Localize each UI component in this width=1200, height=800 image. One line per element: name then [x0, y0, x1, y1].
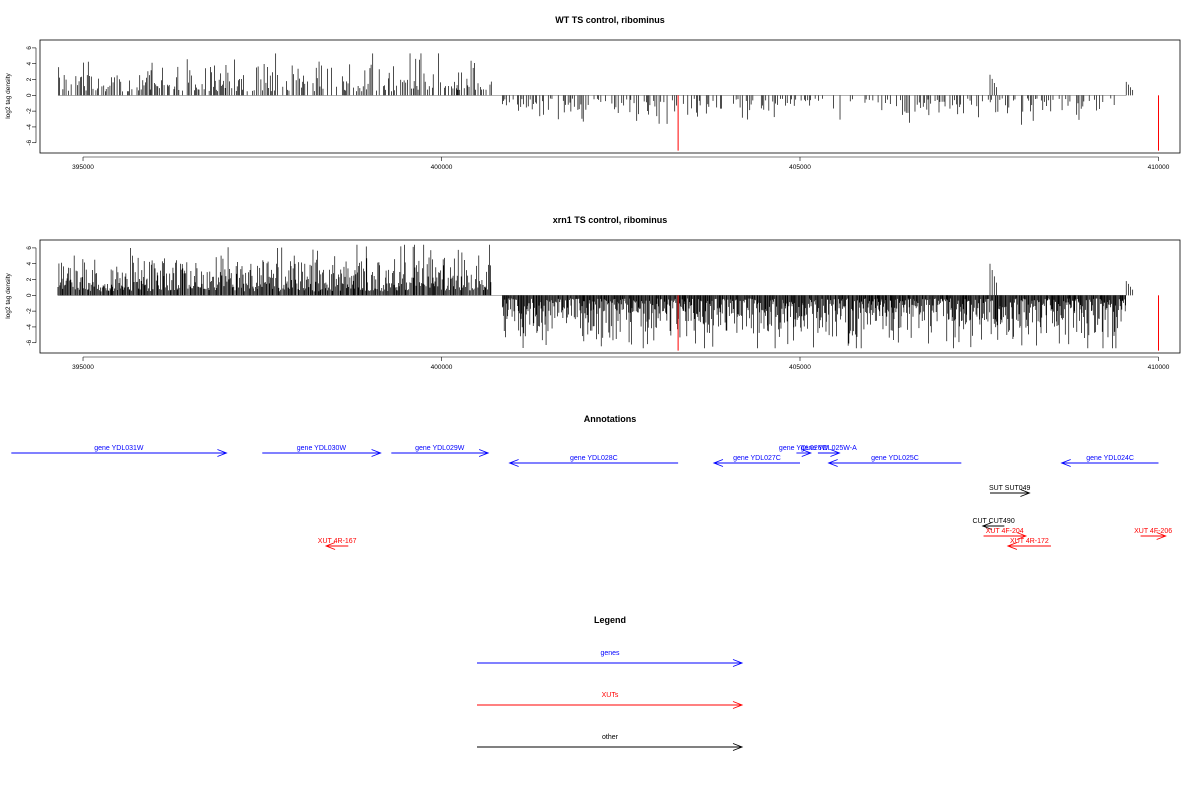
bar-layer [57, 244, 1159, 351]
x-axis: 395000 400000 405000 410000 [72, 356, 1170, 371]
y-tick-label: 2 [26, 277, 33, 281]
annotation-label: gene YDL031W [94, 445, 144, 452]
annotation-arrow-head [1156, 532, 1167, 540]
y-tick-label: -2 [26, 308, 33, 314]
annotation-other: CUT CUT490 [972, 518, 1015, 530]
annotation-label: gene YDL027C [733, 455, 781, 462]
x-tick-label: 395000 [72, 164, 94, 171]
annotation-xut: XUT 4F-204 [983, 528, 1028, 540]
y-tick-label: 6 [26, 46, 33, 50]
annotation-gene: gene YDL028C [508, 455, 679, 467]
y-tick-label: 4 [26, 262, 33, 266]
annotation-arrow-head [371, 449, 382, 457]
y-tick-label: -2 [26, 108, 33, 114]
x-axis: 395000 400000 405000 410000 [72, 156, 1170, 171]
annotation-label: XUT 4F-206 [1134, 528, 1172, 535]
annotation-arrow-head [1060, 459, 1071, 467]
y-tick-label: -6 [26, 339, 33, 345]
x-tick-label: 400000 [431, 364, 453, 371]
annotation-gene: gene YDL029W [391, 445, 490, 457]
legend-item-other: other [477, 734, 744, 751]
annotation-gene: gene YDL024C [1060, 455, 1159, 467]
annotation-arrow-head [1006, 542, 1018, 550]
legend-arrow-head [732, 701, 744, 709]
y-tick-label: -4 [26, 324, 33, 330]
legend-title: Legend [594, 615, 626, 625]
y-tick-label: 0 [26, 293, 33, 297]
annotations-panel: Annotations gene YDL031W gene YDL030W gene… [11, 414, 1172, 550]
annotation-label: gene YDL026W [779, 445, 829, 452]
annotation-gene: gene YDL027C [712, 455, 800, 467]
annotation-label: gene YDL030W [297, 445, 347, 452]
annotation-other: SUT SUT049 [989, 485, 1031, 497]
legend-item-gene: genes [477, 650, 744, 667]
y-axis-label: log2 tag density [5, 272, 12, 318]
annotation-label: CUT CUT490 [972, 518, 1014, 525]
panel-title: xrn1 TS control, ribominus [553, 215, 668, 225]
annotation-arrow-head [478, 449, 490, 457]
annotation-gene: gene YDL025W-A [801, 445, 857, 457]
annotation-arrow-head [827, 459, 838, 467]
y-axis-label: log2 tag density [5, 72, 12, 118]
annotation-arrow-head [981, 522, 992, 530]
legend-items: genes XUTs other [477, 650, 744, 751]
annotation-arrow-head [830, 449, 841, 457]
annotation-label: SUT SUT049 [989, 485, 1031, 492]
annotation-xut: XUT 4F-206 [1134, 528, 1172, 540]
x-tick-label: 405000 [789, 364, 811, 371]
x-tick-label: 410000 [1148, 164, 1170, 171]
x-tick-label: 410000 [1148, 364, 1170, 371]
x-tick-label: 405000 [789, 164, 811, 171]
annotation-gene: gene YDL025C [827, 455, 962, 467]
annotation-arrow-head [712, 459, 724, 467]
plot-frame [39, 39, 1181, 154]
annotation-arrow-head [1020, 489, 1031, 497]
annotation-arrow-head [1016, 532, 1028, 540]
y-tick-label: 2 [26, 77, 33, 81]
annotation-layer: gene YDL031W gene YDL030W gene YDL029W gene… [11, 445, 1172, 550]
panel-wt: WT TS control, ribominus log2 tag densit… [5, 15, 1181, 171]
annotation-label: gene YDL029W [415, 445, 465, 452]
annotation-arrow-head [217, 449, 228, 457]
annotation-arrow-head [324, 542, 336, 550]
legend-label: XUTs [602, 692, 619, 699]
y-tick-label: -6 [26, 139, 33, 145]
legend-arrow-head [732, 659, 744, 667]
plot-frame [39, 239, 1181, 354]
annotation-arrow-head [801, 449, 812, 457]
annotations-title: Annotations [584, 414, 637, 424]
annotation-gene: gene YDL026W [779, 445, 829, 457]
legend-label: other [602, 734, 619, 741]
legend-label: genes [600, 650, 620, 657]
annotation-gene: gene YDL031W [11, 445, 228, 457]
annotation-label: XUT 4R-172 [1010, 538, 1049, 545]
annotation-arrow-head [508, 459, 519, 467]
y-axis: -6 -4 -2 0 2 4 6 [26, 46, 37, 146]
legend: Legend genes XUTs other [477, 615, 744, 751]
y-tick-label: -4 [26, 124, 33, 130]
annotation-label: gene YDL025C [871, 455, 919, 462]
annotation-gene: gene YDL030W [262, 445, 382, 457]
bar-layer [57, 53, 1159, 151]
annotation-label: XUT 4F-204 [986, 528, 1024, 535]
annotation-xut: XUT 4R-167 [318, 538, 357, 550]
annotation-label: gene YDL024C [1086, 455, 1134, 462]
x-tick-label: 400000 [431, 164, 453, 171]
legend-arrow-head [732, 743, 744, 751]
annotation-label: XUT 4R-167 [318, 538, 357, 545]
y-tick-label: 4 [26, 62, 33, 66]
legend-item-xut: XUTs [477, 692, 744, 709]
y-axis: -6 -4 -2 0 2 4 6 [26, 246, 37, 346]
annotation-label: gene YDL028C [570, 455, 618, 462]
annotation-xut: XUT 4R-172 [1006, 538, 1051, 550]
annotation-label: gene YDL025W-A [801, 445, 857, 452]
x-tick-label: 395000 [72, 364, 94, 371]
panel-xrn1: xrn1 TS control, ribominus log2 tag dens… [5, 215, 1181, 371]
y-tick-label: 0 [26, 93, 33, 97]
panel-title: WT TS control, ribominus [555, 15, 665, 25]
y-tick-label: 6 [26, 246, 33, 250]
